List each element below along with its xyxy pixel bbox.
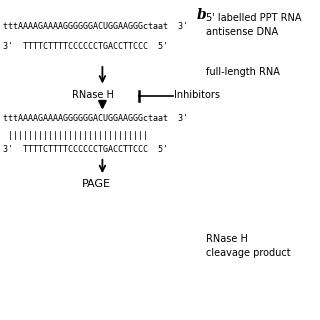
Text: tttAAAAGAAAAGGGGGGACUGGAAGGGctaat  3': tttAAAAGAAAAGGGGGGACUGGAAGGGctaat 3' bbox=[3, 114, 188, 123]
Text: tttAAAAGAAAAGGGGGGACUGGAAGGGctaat  3': tttAAAAGAAAAGGGGGGACUGGAAGGGctaat 3' bbox=[3, 22, 188, 31]
Text: full-length RNA: full-length RNA bbox=[206, 67, 280, 77]
Text: 3'  TTTTCTTTTCCCCCCTGACCTTCCC  5': 3' TTTTCTTTTCCCCCCTGACCTTCCC 5' bbox=[3, 42, 168, 51]
Text: RNase H: RNase H bbox=[72, 90, 114, 100]
Text: 3'  TTTTCTTTTCCCCCCTGACCTTCCC  5': 3' TTTTCTTTTCCCCCCTGACCTTCCC 5' bbox=[3, 145, 168, 154]
Text: 5' labelled PPT RNA
antisense DNA: 5' labelled PPT RNA antisense DNA bbox=[206, 13, 302, 37]
Text: RNase H
cleavage product: RNase H cleavage product bbox=[206, 234, 291, 258]
Text: Inhibitors: Inhibitors bbox=[174, 90, 220, 100]
Text: PAGE: PAGE bbox=[82, 179, 111, 189]
Text: ||||||||||||||||||||||||||||: |||||||||||||||||||||||||||| bbox=[3, 131, 148, 140]
Text: b: b bbox=[197, 8, 206, 22]
